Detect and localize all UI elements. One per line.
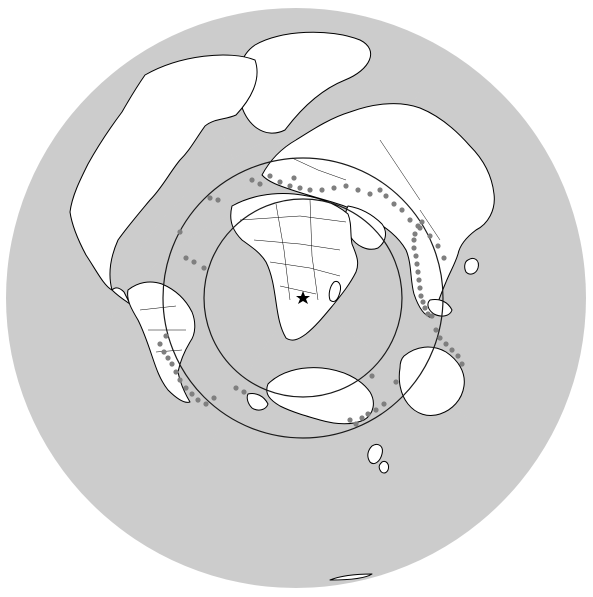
event-marker [355,187,361,193]
event-marker [211,395,217,401]
event-marker [441,255,447,261]
event-marker [393,379,399,385]
event-marker [287,183,293,189]
event-marker [157,341,163,347]
event-marker [391,201,397,207]
event-marker [413,253,419,259]
event-marker [422,305,428,311]
event-marker [399,207,405,213]
event-marker [177,229,183,235]
event-marker [417,285,423,291]
event-marker [183,385,189,391]
event-marker [367,191,373,197]
event-marker [407,217,413,223]
event-markers [157,173,465,427]
event-marker [331,185,337,191]
event-marker [233,385,239,391]
event-marker [177,377,183,383]
event-marker [411,237,417,243]
event-marker [412,231,418,237]
event-marker [365,411,371,417]
event-marker [419,219,425,225]
distance-ring-inner [203,198,403,398]
event-marker [414,261,420,267]
event-marker [369,373,375,379]
event-marker [201,265,207,271]
event-marker [459,361,465,367]
event-marker [416,277,422,283]
africa [230,193,359,341]
event-marker [183,255,189,261]
event-marker [443,341,449,347]
event-marker [297,185,303,191]
distance-rings [162,157,444,439]
event-marker [215,197,221,203]
star-icon [296,291,310,304]
antarctic-peninsula [246,393,269,411]
event-marker [425,311,431,317]
event-marker [418,293,424,299]
japan-islands [464,257,479,275]
event-marker [437,335,443,341]
event-marker [307,187,313,193]
central-america [111,287,131,305]
event-marker [195,397,201,403]
north-america [69,54,258,291]
event-marker [343,183,349,189]
event-marker [449,347,455,353]
event-marker [420,299,426,305]
event-marker [353,421,359,427]
event-marker [377,187,383,193]
event-marker [165,355,171,361]
event-marker [169,361,175,367]
country-borders [139,139,441,353]
event-marker [203,401,209,407]
pacific-island-strip [329,573,373,581]
event-marker [411,245,417,251]
event-marker [347,417,353,423]
event-marker [359,415,365,421]
event-marker [291,175,297,181]
event-marker [383,193,389,199]
event-marker [319,187,325,193]
event-marker [381,401,387,407]
australia [398,346,465,417]
event-marker [427,233,433,239]
event-marker [435,243,441,249]
new-zealand [367,443,383,465]
event-marker [207,195,213,201]
event-marker [173,369,179,375]
event-marker [163,333,169,339]
event-marker [241,389,247,395]
event-marker [267,173,273,179]
event-marker [277,179,283,185]
event-marker [257,181,263,187]
event-marker [415,269,421,275]
event-marker [373,407,379,413]
event-marker [249,177,255,183]
event-marker [417,225,423,231]
distance-ring-outer [162,157,444,439]
madagascar [328,281,341,303]
event-marker [455,353,461,359]
new-zealand-south [378,461,389,474]
event-marker [189,391,195,397]
event-marker [191,259,197,265]
event-marker [433,327,439,333]
event-marker [161,349,167,355]
station-marker [296,291,310,304]
event-marker [429,313,435,319]
landmasses [69,31,495,581]
